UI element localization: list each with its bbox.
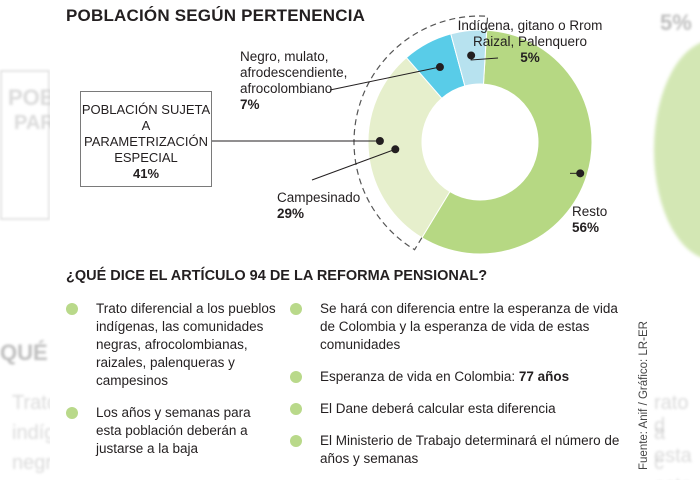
bullet-dot: [290, 403, 302, 415]
label-resto-line1: Resto: [572, 204, 608, 219]
ghost-box: [0, 70, 50, 220]
bullet-left-text: Trato diferencial a los pueblos indígena…: [96, 301, 276, 388]
group-bracket: [353, 15, 489, 251]
slice-campesinado: [367, 56, 451, 239]
bullet-right-text: Esperanza de vida en Colombia:: [320, 369, 519, 384]
ghost-right-3: c esta: [654, 452, 692, 480]
bullet-left-text: Los años y semanas para esta población d…: [96, 405, 251, 456]
box-line3: ESPECIAL: [114, 150, 178, 165]
bullet-dot: [66, 303, 78, 315]
bullet-dot: [290, 371, 302, 383]
bullet-dot: [66, 407, 78, 419]
ghost-right-2: a esta: [654, 422, 692, 467]
label-resto: Resto 56%: [572, 204, 607, 236]
label-campesinado-line1: Campesinado: [277, 190, 361, 205]
label-campesinado-pct: 29%: [277, 206, 305, 221]
ghost-donut: [654, 40, 700, 260]
label-negro-line2: afrodescendiente,: [240, 65, 348, 80]
bullet-left-item: Trato diferencial a los pueblos indígena…: [66, 300, 276, 390]
leader-indigena-dot: [467, 51, 476, 60]
bullet-right-item: El Ministerio de Trabajo determinará el …: [290, 432, 630, 468]
label-negro-line1: Negro, mulato,: [240, 49, 329, 64]
bullet-dot: [290, 435, 302, 447]
leader-campesinado-dot: [391, 145, 400, 154]
section-title: ¿QUÉ DICE EL ARTÍCULO 94 DE LA REFORMA P…: [66, 268, 488, 284]
leader-negro-dot: [435, 63, 444, 72]
label-indigena-line1: Indígena, gitano o Rrom: [457, 18, 603, 33]
label-resto-pct: 56%: [572, 220, 600, 235]
ghost-pct: 5%: [660, 10, 692, 35]
leader-negro: [329, 66, 441, 91]
bullet-right-text: El Ministerio de Trabajo determinará el …: [320, 433, 620, 466]
bullets-right: Se hará con diferencia entre la esperanz…: [290, 300, 630, 482]
life-expectancy-value: 77 años: [518, 369, 570, 384]
infographic-panel: POBLACIÓN SEGÚN PERTENENCIA Indígena, gi…: [50, 0, 650, 480]
leader-resto-dot: [576, 169, 585, 178]
label-negro-line3: afrocolombiano: [240, 81, 333, 96]
bullet-right-item: El Dane deberá calcular esta diferencia: [290, 400, 630, 418]
bullet-right-item: Se hará con diferencia entre la esperanz…: [290, 300, 630, 354]
leader-group-dot: [375, 137, 384, 145]
leader-campesinado: [311, 148, 396, 181]
right-neighbour: 5% rato d a esta c esta: [650, 0, 700, 480]
bullet-right-text: El Dane deberá calcular esta diferencia: [320, 401, 556, 416]
bullet-left-item: Los años y semanas para esta población d…: [66, 404, 276, 458]
chart-title: POBLACIÓN SEGÚN PERTENENCIA: [66, 6, 366, 25]
donut-chart: [212, 15, 593, 255]
label-negro-pct: 7%: [240, 97, 260, 112]
bullet-dot: [290, 303, 302, 315]
bullets-left: Trato diferencial a los pueblos indígena…: [66, 300, 276, 472]
box-line2: PARAMETRIZACIÓN: [84, 134, 208, 149]
label-indigena-line2: Raizal, Palenquero: [472, 34, 588, 49]
box-pct: 41%: [132, 166, 160, 181]
source-credit: Fuente: Anif / Gráfico: LR-ER: [638, 321, 650, 470]
label-negro: Negro, mulato, afrodescendiente, afrocol…: [240, 49, 347, 113]
ghost-right-1: rato d: [654, 392, 689, 437]
label-campesinado: Campesinado 29%: [277, 190, 360, 222]
special-population-box: POBLACIÓN SUJETA A PARAMETRIZACIÓN ESPEC…: [80, 91, 212, 187]
box-line1: POBLACIÓN SUJETA A: [81, 102, 211, 133]
bullet-right-text: Se hará con diferencia entre la esperanz…: [320, 301, 618, 352]
slice-resto: [421, 29, 593, 255]
label-indigena: Indígena, gitano o Rrom Raizal, Palenque…: [450, 18, 610, 66]
bullet-right-item: Esperanza de vida en Colombia: 77 años: [290, 368, 630, 386]
label-indigena-pct: 5%: [520, 50, 540, 65]
